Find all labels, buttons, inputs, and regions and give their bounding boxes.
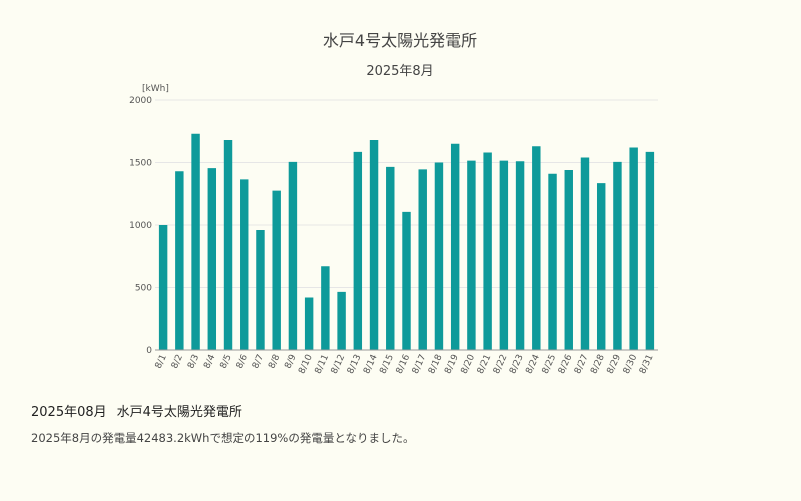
bar-8-16: [402, 211, 411, 350]
summary-date: 2025年08月: [31, 405, 107, 420]
bar-8-11: [321, 266, 330, 350]
x-tick-label: 8/17: [411, 353, 429, 376]
bar-8-15: [386, 166, 395, 350]
bar-8-22: [499, 160, 509, 350]
x-tick-label: 8/28: [589, 353, 607, 376]
y-unit-label: [kWh]: [142, 84, 169, 94]
x-tick-label: 8/3: [186, 353, 201, 370]
bar-8-7: [256, 230, 265, 350]
y-tick-label: 500: [135, 284, 152, 294]
bar-8-24: [532, 146, 541, 350]
x-tick-label: 8/27: [573, 353, 591, 376]
x-tick-label: 8/16: [395, 353, 413, 376]
bar-8-19: [450, 143, 460, 350]
x-tick-label: 8/10: [297, 353, 315, 376]
bar-8-4: [207, 168, 217, 350]
x-tick-label: 8/12: [330, 353, 348, 376]
x-tick-label: 8/20: [460, 353, 478, 376]
x-tick-label: 8/31: [638, 353, 656, 376]
x-tick-label: 8/8: [267, 353, 282, 371]
bar-8-26: [564, 170, 573, 350]
bar-8-6: [240, 179, 249, 350]
x-tick-label: 8/25: [541, 353, 559, 376]
bar-8-23: [515, 161, 525, 350]
bars: [158, 133, 655, 350]
y-tick-label: 1500: [129, 159, 152, 169]
x-tick-label: 8/22: [492, 353, 510, 376]
x-tick-label: 8/4: [202, 353, 217, 371]
bar-8-25: [548, 173, 557, 350]
y-tick-label: 0: [146, 346, 152, 356]
bar-8-28: [596, 183, 606, 350]
x-tick-label: 8/19: [443, 353, 461, 376]
bar-8-17: [418, 169, 427, 350]
bar-8-27: [580, 157, 590, 350]
bar-8-14: [369, 140, 379, 350]
x-tick-label: 8/11: [313, 353, 331, 376]
bar-8-21: [483, 152, 492, 350]
bar-8-3: [191, 133, 200, 350]
x-tick-label: 8/7: [251, 353, 266, 370]
bar-8-8: [272, 190, 281, 350]
x-tick-label: 8/15: [378, 353, 396, 376]
bar-8-18: [434, 162, 444, 350]
x-tick-label: 8/18: [427, 353, 445, 376]
bar-8-20: [467, 160, 476, 350]
x-tick-label: 8/1: [154, 353, 169, 370]
x-tick-label: 8/5: [219, 353, 234, 370]
chart-title: 水戸4号太陽光発電所: [323, 31, 477, 50]
bar-8-10: [304, 297, 314, 350]
x-tick-label: 8/21: [476, 353, 494, 376]
bar-8-29: [613, 161, 622, 350]
x-axis-ticks: 8/1 8/2 8/3 8/4 8/5 8/6 8/7 8/8 8/98/108/118/128…: [154, 353, 656, 376]
bar-8-30: [629, 147, 638, 350]
x-tick-label: 8/26: [557, 353, 575, 376]
x-tick-label: 8/6: [235, 353, 250, 371]
bar-8-1: [158, 225, 168, 350]
bar-8-9: [288, 161, 298, 350]
bar-8-31: [645, 151, 655, 350]
summary-text: 2025年8月の発電量42483.2kWhで想定の119%の発電量となりました。: [31, 431, 415, 445]
x-tick-label: 8/14: [362, 353, 380, 376]
bar-8-13: [353, 151, 363, 350]
y-axis-ticks: 0 500 1000 1500 2000: [129, 96, 152, 356]
bar-8-12: [337, 291, 346, 350]
summary-plant-name: 水戸4号太陽光発電所: [116, 405, 242, 420]
x-tick-label: 8/9: [283, 353, 298, 371]
x-tick-label: 8/13: [346, 353, 364, 376]
x-tick-label: 8/2: [170, 353, 185, 370]
x-tick-label: 8/24: [524, 353, 542, 376]
x-tick-label: 8/23: [508, 353, 526, 376]
chart-subtitle: 2025年8月: [366, 64, 433, 79]
y-tick-label: 1000: [129, 221, 152, 231]
x-tick-label: 8/29: [606, 353, 624, 376]
y-tick-label: 2000: [129, 96, 152, 106]
chart: 水戸4号太陽光発電所 2025年8月 [kWh] 0 500 1000 1500 200…: [129, 31, 658, 376]
bar-8-5: [223, 140, 233, 350]
bar-8-2: [175, 171, 184, 350]
summary-heading: 2025年08月 水戸4号太陽光発電所: [31, 401, 242, 420]
x-tick-label: 8/30: [622, 353, 640, 376]
